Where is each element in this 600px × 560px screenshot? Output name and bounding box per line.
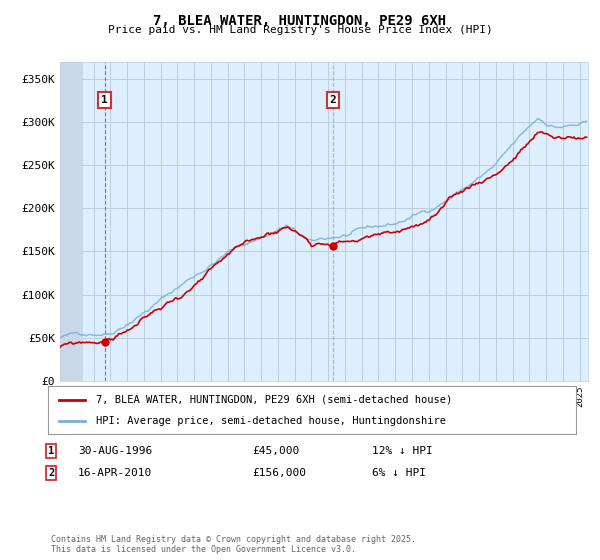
Text: Price paid vs. HM Land Registry's House Price Index (HPI): Price paid vs. HM Land Registry's House …: [107, 25, 493, 35]
Text: 30-AUG-1996: 30-AUG-1996: [78, 446, 152, 456]
Text: 12% ↓ HPI: 12% ↓ HPI: [372, 446, 433, 456]
Text: Contains HM Land Registry data © Crown copyright and database right 2025.
This d: Contains HM Land Registry data © Crown c…: [51, 535, 416, 554]
Text: £45,000: £45,000: [252, 446, 299, 456]
Text: 2: 2: [48, 468, 54, 478]
Text: 6% ↓ HPI: 6% ↓ HPI: [372, 468, 426, 478]
Text: 2: 2: [329, 95, 337, 105]
Text: £156,000: £156,000: [252, 468, 306, 478]
Text: 1: 1: [101, 95, 108, 105]
Text: 7, BLEA WATER, HUNTINGDON, PE29 6XH (semi-detached house): 7, BLEA WATER, HUNTINGDON, PE29 6XH (sem…: [95, 395, 452, 405]
Text: 16-APR-2010: 16-APR-2010: [78, 468, 152, 478]
Text: 7, BLEA WATER, HUNTINGDON, PE29 6XH: 7, BLEA WATER, HUNTINGDON, PE29 6XH: [154, 14, 446, 28]
Bar: [60, 62, 82, 381]
Text: 1: 1: [48, 446, 54, 456]
Text: HPI: Average price, semi-detached house, Huntingdonshire: HPI: Average price, semi-detached house,…: [95, 416, 446, 426]
